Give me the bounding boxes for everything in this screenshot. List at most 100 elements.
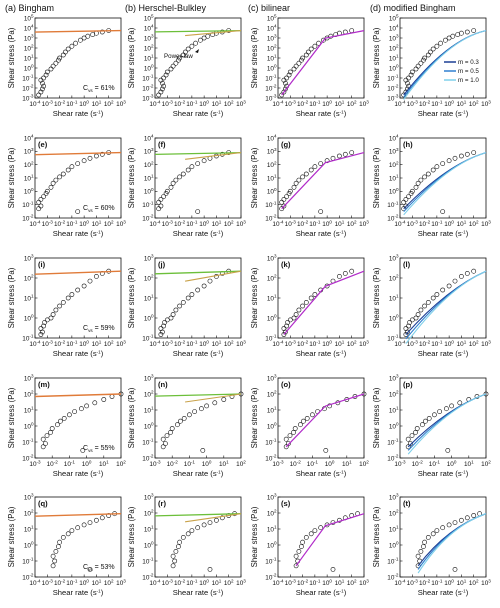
data-point bbox=[161, 323, 166, 329]
y-tick-label: 10-3 bbox=[265, 94, 277, 103]
herschel-bulkley-fit-line-alt bbox=[185, 393, 242, 403]
y-tick-label: 10-2 bbox=[22, 84, 34, 93]
y-tick-label: 100 bbox=[24, 187, 34, 196]
data-point bbox=[168, 66, 174, 72]
data-point bbox=[303, 535, 309, 540]
y-axis-label: Shear stress (Pa) bbox=[7, 267, 16, 328]
y-tick-label: 101 bbox=[144, 525, 154, 534]
herschel-bulkley-fit-line bbox=[154, 393, 242, 397]
y-tick-label: 103 bbox=[267, 34, 277, 43]
y-tick-label: 10-1 bbox=[387, 438, 399, 447]
data-point bbox=[73, 40, 78, 46]
data-point bbox=[44, 188, 50, 194]
data-point bbox=[164, 433, 170, 438]
x-tick-label: 100 bbox=[79, 339, 89, 348]
data-point bbox=[415, 312, 421, 317]
data-point bbox=[291, 429, 296, 435]
y-tick-label: 103 bbox=[144, 493, 154, 502]
panel-label: (n) bbox=[158, 380, 168, 389]
data-point bbox=[403, 332, 409, 337]
y-tick-label: 100 bbox=[389, 314, 399, 323]
bingham-fit-line bbox=[34, 151, 122, 156]
x-axis-label: Shear rate (s-1) bbox=[53, 109, 104, 118]
data-point bbox=[309, 412, 315, 418]
plot-frame bbox=[399, 377, 487, 459]
data-point bbox=[446, 158, 452, 164]
data-point bbox=[422, 418, 428, 424]
data-point bbox=[75, 209, 81, 214]
data-point bbox=[318, 161, 324, 166]
y-tick-label: 102 bbox=[24, 44, 34, 53]
y-tick-label: 10-1 bbox=[387, 557, 399, 566]
x-tick-label: 10-1 bbox=[184, 459, 196, 468]
panel-r2-c2: 10-4 10-3 10-2 10-1 100 101 102 10310-210-11001… bbox=[127, 134, 246, 238]
x-tick-label: 101 bbox=[457, 219, 467, 228]
data-point bbox=[413, 184, 419, 190]
y-tick-label: 102 bbox=[267, 274, 277, 283]
data-point bbox=[291, 315, 297, 321]
x-tick-label: 103 bbox=[236, 578, 246, 587]
data-point bbox=[422, 539, 427, 545]
bilinear-fit-line bbox=[281, 152, 365, 210]
x-tick-label: 101 bbox=[342, 459, 352, 468]
data-point bbox=[159, 80, 165, 86]
bingham-fit-line bbox=[34, 29, 122, 33]
x-tick-label: 10-2 bbox=[419, 578, 431, 587]
panel-label: (q) bbox=[38, 499, 48, 508]
x-tick-label: 10-2 bbox=[174, 219, 186, 228]
data-point bbox=[296, 307, 302, 313]
x-tick-label: 101 bbox=[212, 219, 222, 228]
x-tick-label: 10-3 bbox=[272, 459, 284, 468]
data-point bbox=[164, 317, 170, 323]
x-tick-label: 10-2 bbox=[54, 578, 66, 587]
data-point bbox=[434, 292, 440, 297]
x-tick-label: 100 bbox=[444, 578, 454, 587]
data-point bbox=[161, 75, 166, 81]
plot-frame bbox=[154, 257, 242, 339]
herschel-bulkley-fit-line-alt bbox=[185, 270, 242, 282]
y-tick-label: 102 bbox=[389, 160, 399, 169]
data-point bbox=[170, 63, 176, 69]
data-point bbox=[99, 29, 105, 35]
data-point bbox=[420, 544, 426, 549]
y-tick-label: 102 bbox=[389, 390, 399, 399]
x-axis-label: Shear rate (s-1) bbox=[173, 109, 224, 118]
data-point bbox=[158, 203, 164, 209]
x-tick-label: 10-2 bbox=[54, 339, 66, 348]
x-tick-label: 100 bbox=[79, 99, 89, 108]
data-point bbox=[320, 37, 326, 43]
x-tick-label: 100 bbox=[325, 459, 335, 468]
data-point bbox=[53, 549, 59, 554]
y-tick-label: 100 bbox=[267, 187, 277, 196]
data-point bbox=[426, 415, 432, 421]
data-point bbox=[170, 553, 176, 559]
x-tick-label: 10-2 bbox=[419, 99, 431, 108]
y-tick-label: 104 bbox=[24, 24, 34, 33]
data-point bbox=[418, 549, 424, 554]
data-point bbox=[181, 415, 187, 421]
x-tick-label: 102 bbox=[116, 459, 126, 468]
x-tick-label: 10-3 bbox=[162, 219, 174, 228]
data-point bbox=[177, 539, 182, 545]
y-tick-label: 103 bbox=[24, 34, 34, 43]
x-tick-label: 10-1 bbox=[309, 578, 321, 587]
data-point bbox=[450, 33, 456, 39]
y-tick-label: 103 bbox=[24, 374, 34, 383]
x-tick-label: 100 bbox=[202, 459, 212, 468]
x-axis-label: Shear rate (s-1) bbox=[296, 469, 347, 478]
data-point bbox=[49, 426, 55, 431]
data-point bbox=[81, 158, 87, 164]
panel-r2-c3: 10-4 10-3 10-2 10-1 100 101 102 10310-210-11001… bbox=[250, 134, 369, 238]
data-point bbox=[186, 412, 192, 418]
data-point bbox=[80, 447, 86, 453]
x-tick-label: 10-3 bbox=[285, 99, 297, 108]
x-axis-label: Shear rate (s-1) bbox=[296, 588, 347, 597]
data-point bbox=[287, 433, 293, 438]
data-point bbox=[189, 164, 195, 170]
x-axis-label: Shear rate (s-1) bbox=[418, 588, 469, 597]
y-axis-label: Shear stress (Pa) bbox=[127, 27, 136, 88]
plot-frame bbox=[277, 137, 365, 219]
data-point bbox=[336, 273, 342, 279]
data-point bbox=[164, 188, 170, 194]
x-tick-label: 10-1 bbox=[429, 459, 441, 468]
